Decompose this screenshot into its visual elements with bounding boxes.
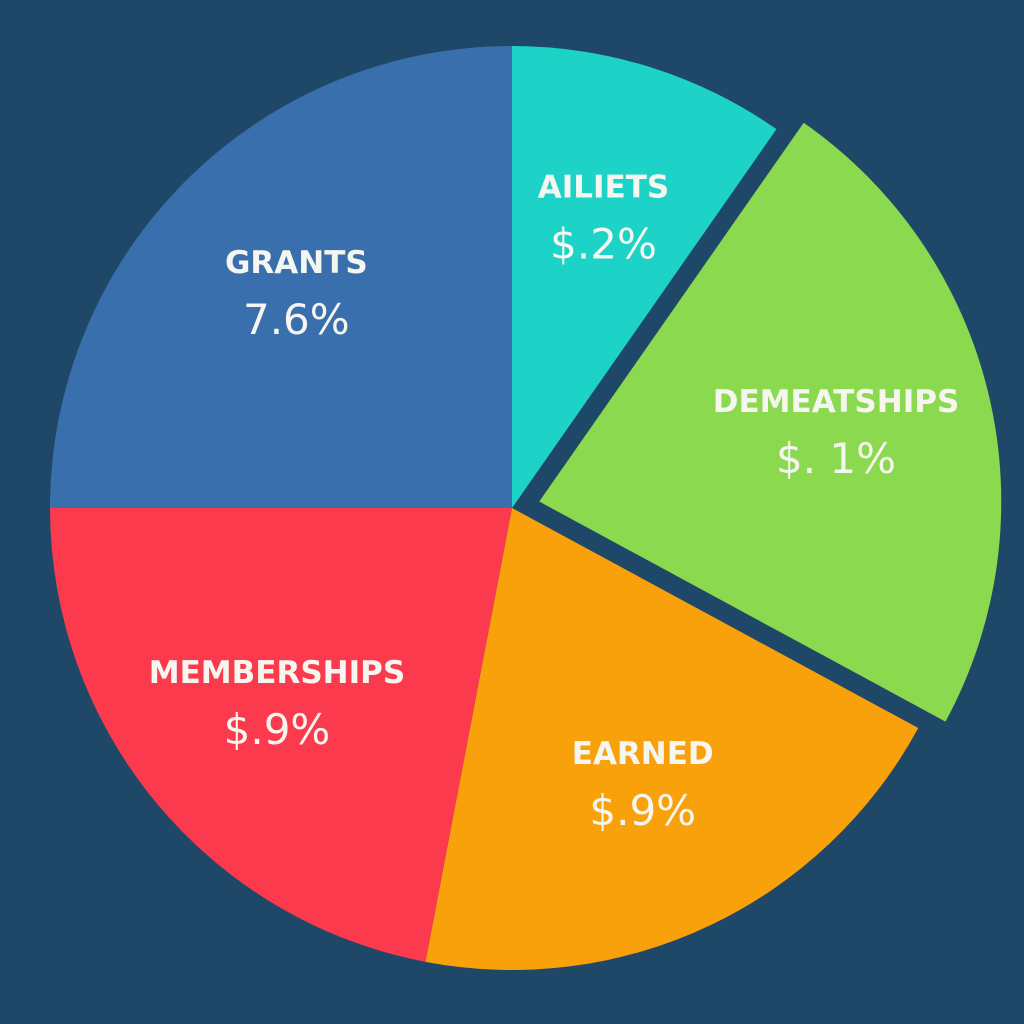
slice-value-label: $.9% xyxy=(224,705,331,754)
slice-value-label: $. 1% xyxy=(776,434,896,483)
slice-label: EARNED xyxy=(572,736,714,772)
slice-label: AILIETS xyxy=(538,170,669,206)
slice-value-label: $.9% xyxy=(589,786,696,835)
pie-slice xyxy=(539,122,1002,722)
slice-value-label: 7.6% xyxy=(243,295,350,344)
slice-value-label: $.2% xyxy=(550,220,657,269)
slice-label: DEMEATSHIPS xyxy=(713,384,960,420)
pie-slice xyxy=(50,46,512,508)
pie-slice xyxy=(512,46,777,508)
slice-label: GRANTS xyxy=(225,245,368,281)
pie-slice xyxy=(50,508,512,962)
slice-label: MEMBERSHIPS xyxy=(149,655,405,691)
pie-slice xyxy=(425,508,919,970)
